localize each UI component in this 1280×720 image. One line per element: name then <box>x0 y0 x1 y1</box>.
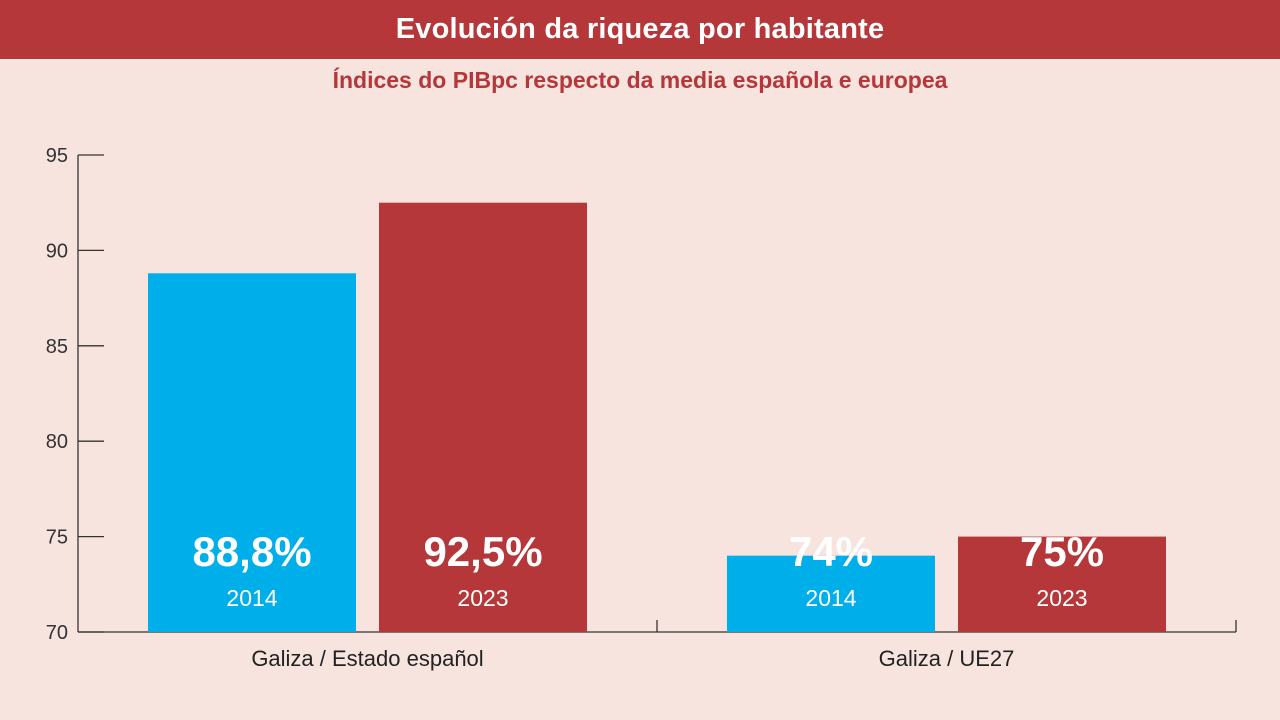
y-tick-label: 85 <box>46 336 68 358</box>
y-tick-label: 70 <box>46 622 68 644</box>
chart-subtitle: Índices do PIBpc respecto da media españ… <box>332 66 948 93</box>
bar-value-label: 74% <box>789 528 873 575</box>
x-category-label: Galiza / UE27 <box>879 646 1015 671</box>
bar-value-label: 88,8% <box>192 528 311 575</box>
y-tick-label: 90 <box>46 240 68 262</box>
bar-year-label: 2014 <box>805 585 856 611</box>
y-tick-label: 95 <box>46 145 68 167</box>
y-tick-label: 75 <box>46 527 68 549</box>
bar-value-label: 92,5% <box>423 528 542 575</box>
bar-year-label: 2014 <box>226 585 277 611</box>
x-category-label: Galiza / Estado español <box>251 646 483 671</box>
bar <box>958 536 1166 632</box>
bar-value-label: 75% <box>1020 528 1104 575</box>
bar-year-label: 2023 <box>1036 585 1087 611</box>
y-tick-label: 80 <box>46 431 68 453</box>
bar <box>148 273 356 632</box>
bar-year-label: 2023 <box>457 585 508 611</box>
chart-title: Evolución da riqueza por habitante <box>0 0 1280 59</box>
bar <box>727 555 935 632</box>
bar <box>379 202 587 632</box>
